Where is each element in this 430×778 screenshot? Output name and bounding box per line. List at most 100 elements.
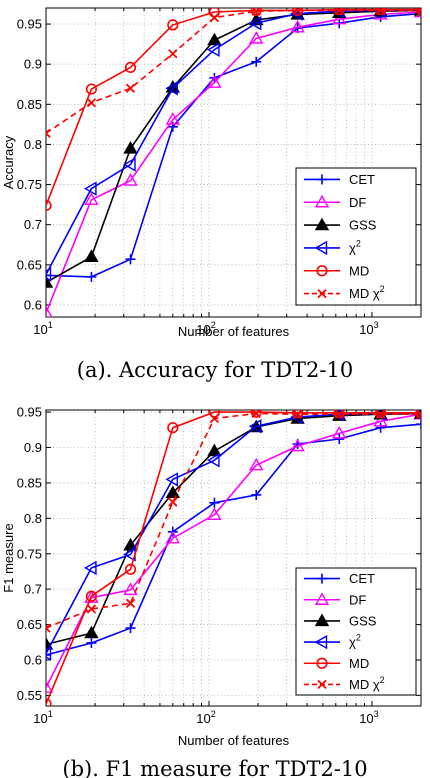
data-point	[168, 497, 178, 507]
axes-frame	[45, 409, 422, 707]
series-layer	[46, 8, 421, 317]
legend-name: MD χ	[349, 677, 380, 692]
data-point	[46, 698, 52, 706]
data-point	[46, 680, 54, 693]
data-point	[165, 112, 181, 125]
series-line	[46, 9, 421, 134]
y-tick-label: 0.65	[17, 617, 42, 632]
y-axis-label: F1 measure	[1, 523, 16, 592]
data-point	[209, 12, 220, 23]
data-point	[46, 199, 52, 212]
x-tick-exponent: 1	[48, 320, 53, 330]
data-point	[373, 413, 388, 427]
legend-item: DF	[304, 195, 366, 210]
legend-item: GSS	[304, 218, 377, 233]
series-line	[46, 412, 421, 646]
data-point	[333, 8, 345, 16]
y-tick-label: 0.7	[24, 582, 42, 597]
data-point	[207, 32, 222, 46]
legend-name: MD	[349, 263, 369, 278]
legend-name: GSS	[349, 613, 377, 628]
data-point	[208, 410, 221, 418]
data-point	[46, 650, 51, 661]
legend-label: GSS	[349, 613, 377, 628]
legend-item: CET	[304, 571, 375, 586]
x-tick-exponent: 2	[211, 709, 216, 719]
x-tick-base: 10	[196, 711, 210, 726]
legend-item: MD	[304, 263, 369, 278]
y-tick-label: 0.55	[17, 688, 42, 703]
legend-superscript: 2	[380, 284, 385, 294]
data-point	[207, 507, 222, 521]
legend-box	[295, 567, 417, 696]
data-point	[123, 157, 136, 172]
data-point	[84, 249, 99, 263]
series-line	[46, 11, 421, 314]
data-point	[125, 598, 136, 608]
data-point	[374, 410, 387, 419]
legend-marker	[317, 573, 327, 584]
data-point	[375, 8, 386, 16]
y-tick-label: 0.85	[17, 475, 42, 490]
axes	[45, 7, 422, 318]
legend-marker	[317, 288, 327, 299]
legend-label: CET	[349, 571, 375, 586]
legend-label: DF	[349, 195, 366, 210]
legend-name: GSS	[349, 218, 377, 233]
series-line	[46, 9, 421, 284]
data-point	[207, 75, 222, 88]
data-point	[46, 646, 52, 661]
x-axis-label: Number of features	[178, 733, 290, 748]
data-point	[123, 173, 138, 186]
series-line	[46, 12, 421, 278]
y-tick-label: 0.8	[24, 511, 42, 526]
data-point	[250, 410, 262, 418]
data-point	[293, 410, 303, 419]
legend-item: MD χ2	[304, 284, 385, 301]
x-tick-label: 102	[196, 320, 215, 337]
data-point	[415, 410, 421, 419]
data-point	[334, 434, 345, 445]
series-layer	[46, 410, 421, 706]
legend-marker	[317, 174, 327, 185]
x-tick-label: 101	[33, 709, 52, 726]
legend-label: MD χ2	[349, 284, 385, 301]
data-point	[46, 636, 54, 650]
data-point	[413, 8, 421, 14]
legend-item: DF	[304, 592, 366, 607]
y-tick-label: 0.65	[17, 257, 42, 272]
data-point	[46, 267, 52, 282]
x-tick-exponent: 2	[211, 320, 216, 330]
legend-marker	[316, 265, 328, 277]
y-tick-label: 0.9	[24, 440, 42, 455]
legend-label: χ2	[349, 238, 361, 255]
data-point	[332, 11, 347, 25]
data-point	[165, 472, 179, 487]
y-tick-label: 0.75	[17, 546, 42, 561]
data-point	[209, 413, 220, 424]
y-tick-label: 0.75	[17, 177, 42, 192]
legend-name: CET	[349, 571, 375, 586]
legend-label: MD	[349, 263, 369, 278]
legend-marker	[317, 679, 327, 690]
data-point	[125, 623, 136, 634]
data-point	[248, 419, 262, 434]
data-point	[124, 61, 137, 73]
y-tick-label: 0.85	[17, 97, 42, 112]
y-tick-label: 0.6	[24, 297, 42, 312]
legend-item: GSS	[304, 613, 377, 628]
data-point	[46, 270, 51, 281]
data-point	[46, 275, 54, 288]
legend-label: MD χ2	[349, 675, 385, 692]
series-line	[46, 412, 421, 654]
figure-caption: (b). F1 measure for TDT2-10	[62, 757, 367, 778]
figure-caption: (a). Accuracy for TDT2-10	[77, 358, 354, 382]
series-6	[46, 410, 421, 633]
data-point	[46, 305, 53, 317]
legend-label: CET	[349, 172, 375, 187]
data-point	[251, 56, 262, 67]
legend-superscript: 2	[380, 675, 385, 685]
